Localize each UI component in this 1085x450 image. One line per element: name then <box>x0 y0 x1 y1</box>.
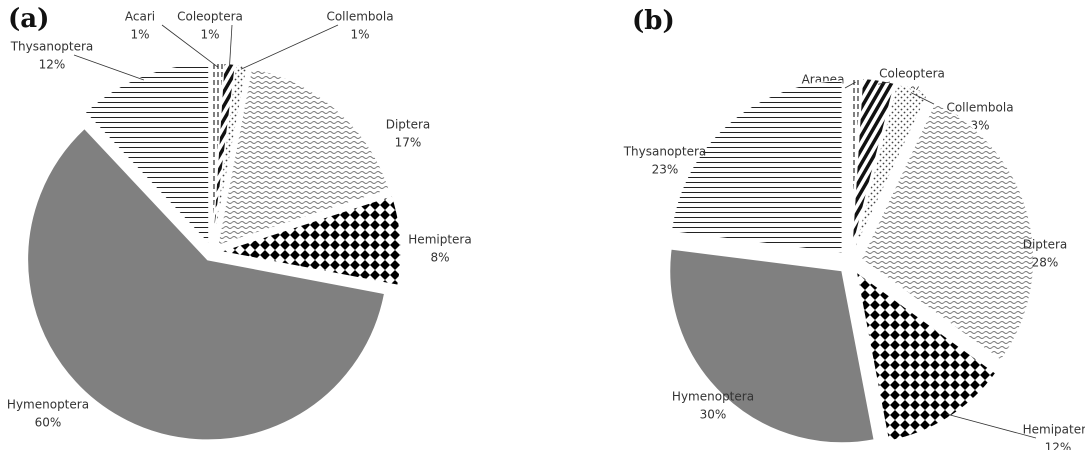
leader-line <box>844 81 856 89</box>
pie-slice <box>669 248 875 444</box>
pie-slice <box>27 127 386 441</box>
slice-value-label: 3% <box>970 119 989 133</box>
slice-label: Coleoptera <box>879 67 945 81</box>
slice-label: Coleoptera <box>177 10 243 24</box>
slice-value-label: 12% <box>1045 441 1072 450</box>
leader-line <box>240 24 339 70</box>
pie-slice <box>220 195 402 286</box>
pie-slice <box>217 67 390 246</box>
slice-label: Collembola <box>946 101 1013 115</box>
slice-label: Acari <box>125 10 155 24</box>
leader-line <box>73 54 145 81</box>
pie-slice <box>851 77 896 251</box>
slice-value-label: 1% <box>200 28 219 42</box>
pie-slice <box>670 80 843 254</box>
slice-value-label: 60% <box>35 416 62 430</box>
slice-value-label: 23% <box>652 163 679 177</box>
slice-value-label: 1% <box>350 28 369 42</box>
slice-label: Collembola <box>326 10 393 24</box>
pie-slice <box>849 77 862 251</box>
slice-value-label: 1% <box>130 28 149 42</box>
pie-slice <box>855 270 997 442</box>
pie-slice <box>860 102 1035 361</box>
slice-label: Diptera <box>1023 238 1068 252</box>
leader-line <box>229 24 233 68</box>
slice-value-label: 28% <box>1032 256 1059 270</box>
panel-label: (a) <box>8 4 49 34</box>
slice-label: Hemiptera <box>408 233 471 247</box>
slice-label: Hymenoptera <box>7 398 89 412</box>
leader-line <box>161 24 219 68</box>
panel-label: (b) <box>632 6 675 36</box>
slice-value-label: 17% <box>395 136 422 150</box>
slice-label: Diptera <box>386 118 431 132</box>
slice-label: Hymenoptera <box>672 390 754 404</box>
leader-line <box>946 413 1037 439</box>
leader-line <box>878 81 891 85</box>
slice-label: Thysanoptera <box>10 40 94 54</box>
pie-slice <box>84 63 210 245</box>
slice-value-label: 12% <box>39 58 66 72</box>
slice-value-label: 8% <box>430 251 449 265</box>
slice-value-label: 30% <box>700 408 727 422</box>
slice-label: Thysanoptera <box>623 145 707 159</box>
pie-slice <box>853 83 928 251</box>
slice-label: Hemipatera <box>1023 423 1085 437</box>
